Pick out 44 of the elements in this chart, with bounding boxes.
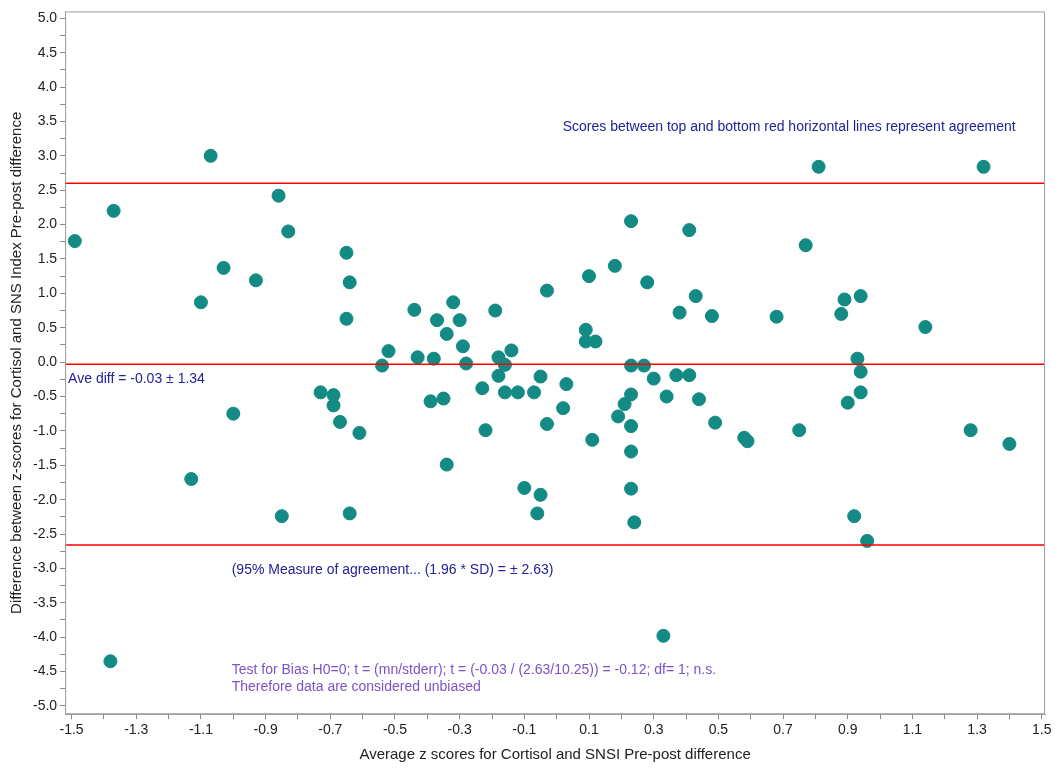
x-tick-label: -1.3 [124,721,149,738]
y-tick-label: 5.0 [37,9,58,26]
y-tick-label: -4.0 [33,628,58,645]
x-tick-label: 0.1 [579,721,599,738]
y-tick-label: 2.0 [37,215,58,232]
y-tick-label: 4.5 [37,43,58,60]
x-tick-label: 0.3 [643,721,664,738]
x-tick-label: 0.5 [708,721,729,738]
y-tick-label: 4.0 [37,77,58,94]
x-tick-label: -0.7 [318,721,343,738]
x-tick-label: 0.7 [773,721,793,738]
x-tick-label: 1.3 [967,721,988,738]
y-tick-label: -1.0 [33,421,58,438]
annotation: Scores between top and bottom red horizontal lines represent agreement [562,118,1016,135]
x-tick-label: -0.1 [512,721,537,738]
y-tick-label: -3.5 [33,593,58,610]
ref-line-label: Ave diff = -0.03 ± 1.34 [68,370,206,387]
y-tick-label: -2.5 [33,524,58,541]
y-tick-label: 1.5 [37,249,58,266]
y-tick-label: 0.5 [37,318,58,335]
x-tick-label: -1.5 [59,721,84,738]
annotation: Therefore data are considered unbiased [231,677,481,694]
x-tick-label: 1.1 [902,721,923,738]
y-tick-label: -0.5 [33,387,58,404]
y-tick-label: -3.0 [33,559,58,576]
x-axis-title: Average z scores for Cortisol and SNSI Pre-post difference [359,745,751,763]
x-tick-label: 0.9 [838,721,858,738]
y-tick-label: -4.5 [33,662,58,679]
x-tick-label: -0.3 [447,721,472,738]
y-tick-label: -5.0 [33,696,58,713]
y-tick-label: 2.5 [37,181,58,198]
y-tick-label: 0.0 [37,352,58,369]
y-tick-label: 3.0 [37,146,58,163]
y-tick-label: -2.0 [33,490,58,507]
x-tick-label: 1.5 [1032,721,1052,738]
y-tick-label: 1.0 [37,284,58,301]
x-tick-label: -0.5 [382,721,408,738]
annotation: Test for Bias H0=0; t = (mn/stderr); t = (-0.03 / (2.63/10.25)) = -0.12; df= 1; n.s. [231,660,717,677]
y-tick-label: -1.5 [33,456,58,473]
x-tick-label: -1.1 [188,721,214,738]
y-axis-title: Difference between z-scores for Cortisol and SNS Index Pre-post difference [7,111,25,614]
x-tick-label: -0.9 [253,721,278,738]
y-tick-label: 3.5 [37,112,58,129]
annotation: (95% Measure of agreement... (1.96 * SD) = ± 2.63) [231,560,554,577]
